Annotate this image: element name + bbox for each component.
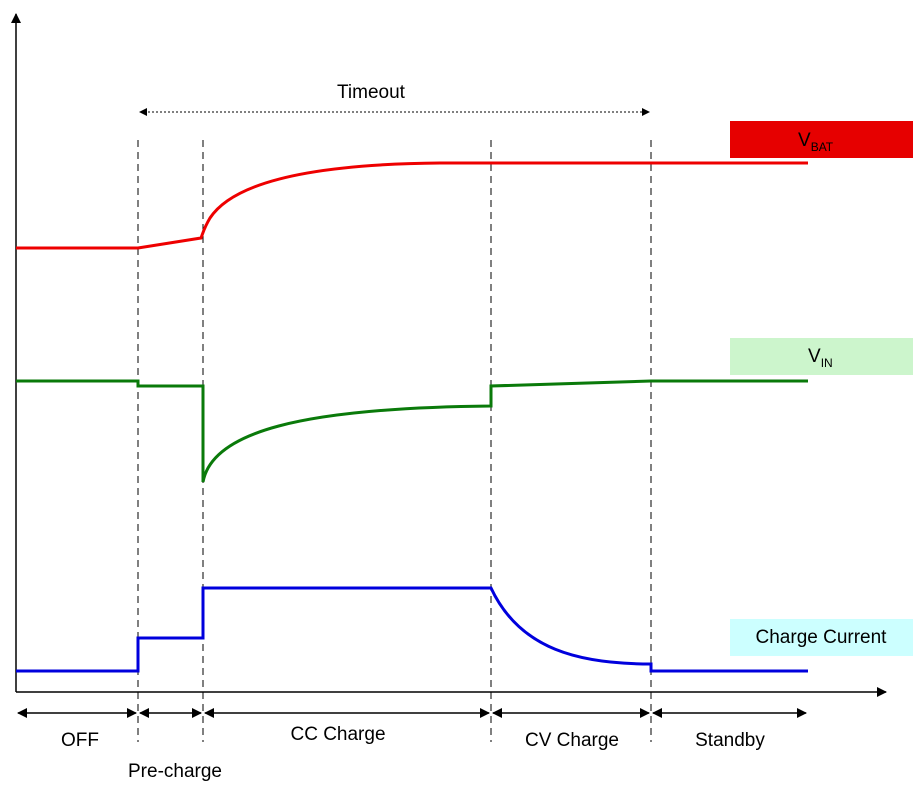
vin-curve xyxy=(16,381,808,482)
phase-label-standby: Standby xyxy=(695,730,765,751)
legend-vin: VIN xyxy=(730,338,913,375)
legend-vin-main: V xyxy=(808,346,821,367)
phase-label-precharge: Pre-charge xyxy=(128,761,222,782)
vbat-curve xyxy=(16,163,808,248)
legend-current-label: Charge Current xyxy=(756,627,888,648)
phase-label-cc: CC Charge xyxy=(290,724,385,745)
legend-vin-sub: IN xyxy=(821,356,833,370)
phase-label-off: OFF xyxy=(61,730,99,751)
phase-label-cv: CV Charge xyxy=(525,730,619,751)
legend-vbat-main: V xyxy=(798,130,811,151)
legend-current: Charge Current xyxy=(730,619,913,656)
charge-current-curve xyxy=(16,588,808,671)
legend-vbat-sub: BAT xyxy=(811,140,834,154)
legend-vbat: VBAT xyxy=(730,121,913,158)
timeout-label: Timeout xyxy=(337,82,406,103)
phase-separators xyxy=(138,140,651,742)
